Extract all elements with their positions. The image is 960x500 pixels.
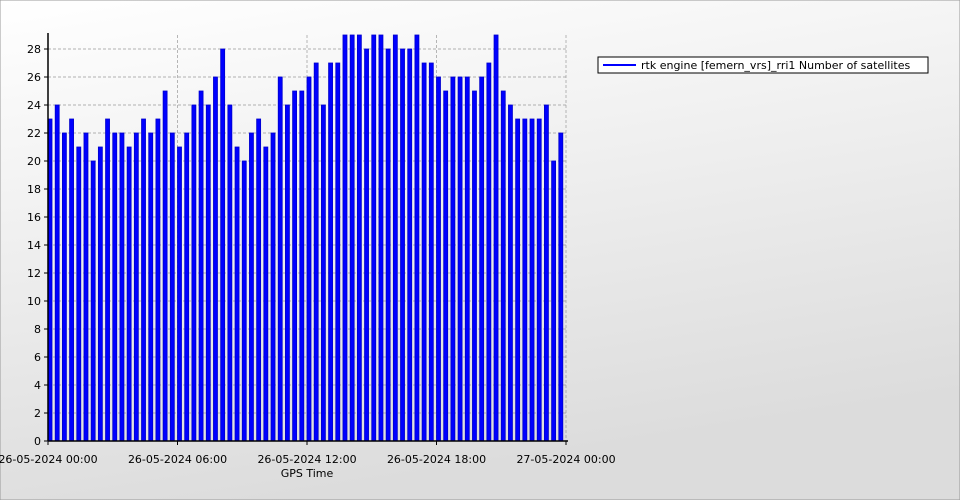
bar bbox=[313, 62, 319, 442]
bar bbox=[97, 146, 103, 442]
x-tick-label: 26-05-2024 12:00 bbox=[257, 453, 356, 466]
bar bbox=[133, 132, 139, 442]
y-tick-label: 12 bbox=[27, 267, 41, 280]
bar bbox=[428, 62, 434, 442]
y-tick-label: 10 bbox=[27, 295, 41, 308]
bar bbox=[105, 118, 110, 442]
bar bbox=[443, 90, 449, 442]
bar bbox=[320, 104, 326, 442]
bar bbox=[249, 132, 254, 442]
bar bbox=[285, 104, 290, 442]
bar bbox=[270, 132, 276, 442]
bar bbox=[90, 160, 96, 442]
bar bbox=[392, 34, 398, 442]
bar bbox=[184, 132, 190, 442]
y-tick-label: 4 bbox=[34, 379, 41, 392]
bar bbox=[234, 146, 240, 442]
bar bbox=[342, 34, 348, 442]
bar bbox=[407, 48, 413, 442]
y-tick-label: 28 bbox=[27, 43, 41, 56]
x-tick-label: 26-05-2024 00:00 bbox=[0, 453, 98, 466]
bar bbox=[493, 34, 499, 442]
bar bbox=[558, 132, 564, 442]
bar bbox=[544, 104, 549, 442]
bar bbox=[522, 118, 528, 442]
y-tick-label: 6 bbox=[34, 351, 41, 364]
bar bbox=[112, 132, 118, 442]
bar bbox=[220, 48, 226, 442]
bar bbox=[479, 76, 485, 442]
bar bbox=[486, 62, 492, 442]
bar bbox=[263, 146, 269, 442]
bar bbox=[198, 90, 204, 442]
bar bbox=[141, 118, 146, 442]
bar bbox=[457, 76, 463, 442]
bar bbox=[529, 118, 535, 442]
bar bbox=[515, 118, 521, 442]
bar bbox=[335, 62, 341, 442]
bar bbox=[306, 76, 312, 442]
y-tick-label: 14 bbox=[27, 239, 41, 252]
bar bbox=[277, 76, 283, 442]
bar bbox=[378, 34, 384, 442]
bar bbox=[69, 118, 74, 442]
bar bbox=[256, 118, 262, 442]
bar bbox=[472, 90, 477, 442]
x-tick-label: 26-05-2024 18:00 bbox=[387, 453, 486, 466]
y-tick-label: 8 bbox=[34, 323, 41, 336]
bar bbox=[364, 48, 369, 442]
x-tick-label: 27-05-2024 00:00 bbox=[516, 453, 615, 466]
bar bbox=[414, 34, 420, 442]
bar bbox=[328, 62, 333, 442]
bar bbox=[500, 90, 506, 442]
bar bbox=[299, 90, 305, 442]
bar bbox=[508, 104, 513, 442]
y-tick-label: 22 bbox=[27, 127, 41, 140]
bar bbox=[371, 34, 377, 442]
bar bbox=[61, 132, 67, 442]
bar bbox=[83, 132, 89, 442]
bar bbox=[421, 62, 427, 442]
bar bbox=[213, 76, 218, 442]
bar bbox=[54, 104, 60, 442]
bar bbox=[169, 132, 175, 442]
bar bbox=[241, 160, 247, 442]
bar bbox=[385, 48, 391, 442]
bar bbox=[126, 146, 132, 442]
bar bbox=[536, 118, 542, 442]
bar bbox=[119, 132, 125, 442]
legend-box bbox=[597, 56, 929, 74]
bar bbox=[292, 90, 298, 442]
y-tick-label: 26 bbox=[27, 71, 41, 84]
y-tick-label: 20 bbox=[27, 155, 41, 168]
bar bbox=[464, 76, 470, 442]
bar bbox=[436, 76, 441, 442]
x-tick-label: 26-05-2024 06:00 bbox=[128, 453, 227, 466]
legend-label: rtk engine [femern_vrs]_rri1 Number of s… bbox=[641, 59, 910, 72]
bar bbox=[400, 48, 405, 442]
y-tick-label: 18 bbox=[27, 183, 41, 196]
x-axis-title: GPS Time bbox=[281, 467, 334, 480]
bar bbox=[227, 104, 233, 442]
bar bbox=[349, 34, 355, 442]
y-tick-label: 16 bbox=[27, 211, 41, 224]
bar bbox=[148, 132, 154, 442]
y-tick-label: 2 bbox=[34, 407, 41, 420]
bar bbox=[205, 104, 211, 442]
bar bbox=[162, 90, 168, 442]
y-tick-label: 0 bbox=[34, 435, 41, 448]
bar bbox=[356, 34, 362, 442]
bar bbox=[177, 146, 182, 442]
y-tick-label: 24 bbox=[27, 99, 41, 112]
bar bbox=[76, 146, 82, 442]
bar bbox=[450, 76, 456, 442]
bar bbox=[191, 104, 197, 442]
bar bbox=[155, 118, 161, 442]
bar bbox=[551, 160, 557, 442]
